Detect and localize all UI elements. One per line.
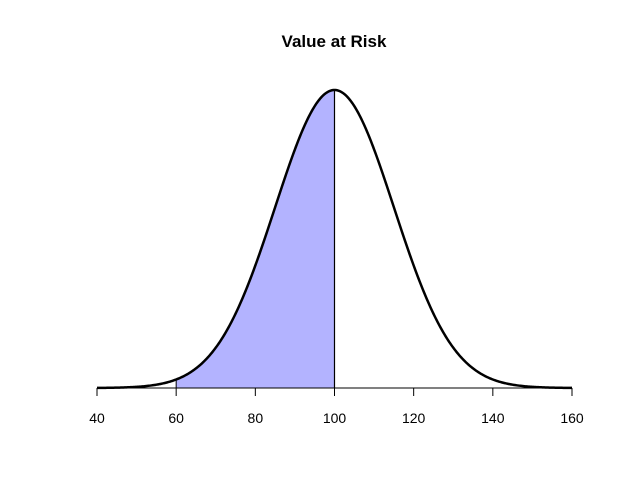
chart-title: Value at Risk [282,32,387,51]
x-axis: 40 60 80 100 120 140 160 [89,387,584,426]
x-tick-label: 120 [402,410,426,426]
x-tick-label: 60 [168,410,184,426]
x-tick-label: 160 [560,410,584,426]
x-tick-label: 100 [323,410,347,426]
x-tick-label: 140 [481,410,505,426]
shaded-area [176,90,335,388]
x-tick-label: 40 [89,410,105,426]
x-tick-label: 80 [248,410,264,426]
